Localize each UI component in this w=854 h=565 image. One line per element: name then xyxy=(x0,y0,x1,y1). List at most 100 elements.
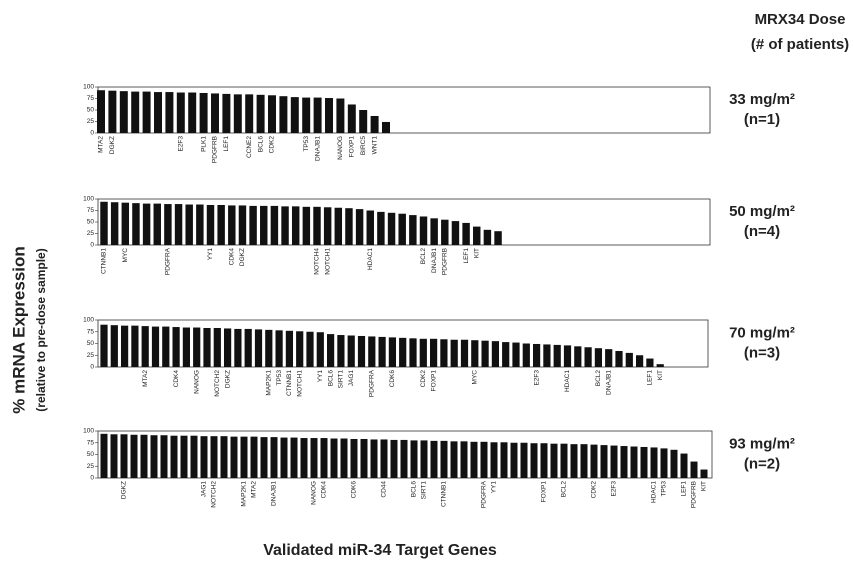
bar xyxy=(670,449,678,478)
bar xyxy=(182,327,191,367)
bar xyxy=(151,326,160,367)
bar xyxy=(244,328,252,367)
bar xyxy=(337,335,345,367)
x-tick-label: BIRC5 xyxy=(360,136,367,156)
bar xyxy=(500,442,508,478)
bar xyxy=(220,436,228,478)
x-tick-label: PDGFRB xyxy=(691,481,698,508)
x-tick-label: MTA2 xyxy=(98,136,105,153)
bar xyxy=(275,330,283,367)
x-tick-label: CDK4 xyxy=(229,248,236,266)
x-tick-label: CTNNB1 xyxy=(101,248,108,274)
bar xyxy=(530,443,538,478)
bar xyxy=(580,444,588,478)
bar xyxy=(203,327,211,367)
x-tick-label: YY1 xyxy=(207,248,214,261)
patients-label: (n=4) xyxy=(744,223,780,240)
bar xyxy=(450,441,458,478)
bar xyxy=(316,332,324,367)
bar xyxy=(584,347,592,367)
x-tick-label: LEF1 xyxy=(463,248,470,264)
bar xyxy=(440,440,448,478)
bar xyxy=(260,205,268,245)
bar xyxy=(357,335,366,367)
bar xyxy=(120,325,129,367)
bar xyxy=(520,442,528,478)
dose-header: MRX34 Dose xyxy=(755,11,846,28)
x-tick-label: DNAJB1 xyxy=(431,248,438,273)
bar xyxy=(142,203,151,245)
bar xyxy=(398,213,406,245)
x-tick-label: E2F3 xyxy=(611,481,618,497)
bar xyxy=(522,343,530,367)
x-tick-label: LEF1 xyxy=(223,136,230,152)
bar xyxy=(165,92,174,133)
bar xyxy=(388,337,397,367)
x-tick-label: E2F3 xyxy=(178,136,185,152)
y-tick-label: 25 xyxy=(87,463,95,470)
bar xyxy=(97,90,105,133)
bar xyxy=(302,97,311,133)
bar xyxy=(390,439,398,478)
x-tick-label: PDGFRA xyxy=(165,247,172,275)
x-tick-label: NANOG xyxy=(193,370,200,394)
y-tick-label: 50 xyxy=(87,107,95,114)
bar xyxy=(100,201,108,245)
x-tick-label: NOTCH2 xyxy=(211,481,218,508)
bar xyxy=(419,338,427,367)
bar xyxy=(223,328,232,367)
bar xyxy=(160,435,168,478)
x-tick-label: PDGFRB xyxy=(212,136,219,163)
bar xyxy=(409,338,417,367)
y-tick-label: 25 xyxy=(87,352,95,359)
bar xyxy=(170,435,178,478)
bar xyxy=(270,205,279,245)
bar xyxy=(360,438,368,478)
x-tick-label: SIRT1 xyxy=(421,481,428,500)
y-tick-label: 50 xyxy=(87,219,95,226)
bar xyxy=(260,437,268,478)
bar xyxy=(164,204,172,245)
x-tick-label: CDK6 xyxy=(351,481,358,499)
x-tick-label: CDK2 xyxy=(420,370,427,388)
y-tick-label: 100 xyxy=(83,428,94,435)
bar xyxy=(245,94,254,133)
bar xyxy=(382,121,390,133)
bar xyxy=(605,349,613,367)
bar xyxy=(142,91,151,133)
bar xyxy=(250,436,258,478)
y-tick-label: 50 xyxy=(87,451,95,458)
bar xyxy=(355,209,364,245)
bar xyxy=(130,434,138,478)
bar xyxy=(193,327,201,367)
bar xyxy=(108,90,117,133)
y-tick-label: 0 xyxy=(90,242,94,249)
x-tick-label: TP53 xyxy=(303,136,310,152)
x-tick-label: NOTCH2 xyxy=(214,370,221,397)
x-tick-label: CDK2 xyxy=(591,481,598,499)
bar xyxy=(350,438,358,478)
bar xyxy=(200,436,208,478)
bar xyxy=(680,453,688,478)
bar xyxy=(494,231,502,245)
bar xyxy=(153,203,161,245)
y-tick-label: 75 xyxy=(87,95,95,102)
bar xyxy=(550,443,558,478)
x-tick-label: FOXP1 xyxy=(430,370,437,392)
bar xyxy=(162,326,170,367)
x-tick-label: MYC xyxy=(122,248,129,263)
y-tick-label: 0 xyxy=(90,475,94,482)
x-tick-label: CDK4 xyxy=(173,370,180,388)
bar xyxy=(491,341,500,367)
bar xyxy=(302,206,311,245)
bar xyxy=(540,443,548,478)
bar xyxy=(690,461,698,478)
bar xyxy=(174,204,183,245)
x-tick-label: FOXP1 xyxy=(349,136,356,158)
bar xyxy=(334,207,343,245)
x-tick-label: KIT xyxy=(701,481,708,491)
bar xyxy=(213,327,221,367)
x-tick-label: MTA2 xyxy=(142,370,149,387)
y-tick-label: 75 xyxy=(87,328,95,335)
